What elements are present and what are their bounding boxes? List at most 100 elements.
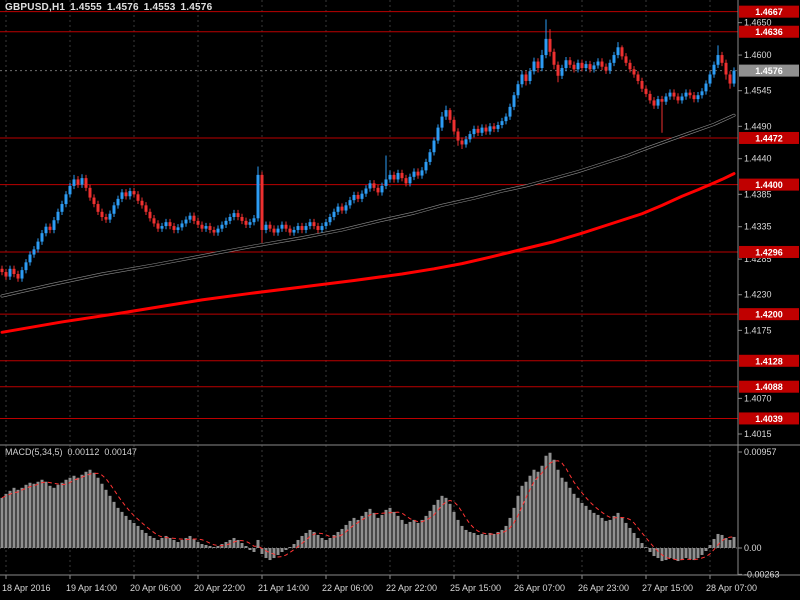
candle-body — [8, 268, 12, 277]
candle-body — [316, 226, 320, 230]
candle-body — [652, 100, 656, 106]
candle-body — [80, 178, 84, 185]
time-axis-label: 26 Apr 23:00 — [578, 583, 629, 593]
candle-body — [476, 128, 480, 133]
candle-body — [688, 92, 692, 96]
candle-body — [84, 178, 88, 188]
candle-body — [180, 223, 184, 228]
candle-body — [432, 140, 436, 153]
candle-body — [468, 134, 472, 140]
level-price-label: 1.4667 — [755, 7, 783, 17]
candle-body — [648, 93, 652, 101]
candle-body — [292, 229, 296, 233]
candle-body — [276, 228, 280, 233]
time-axis: 18 Apr 2016 19 Apr 14:00 20 Apr 06:00 20 Ap… — [2, 575, 757, 593]
candle-body — [456, 131, 460, 141]
candle-body — [672, 92, 676, 97]
level-price-label: 1.4636 — [755, 27, 783, 37]
candle-body — [624, 56, 628, 63]
candle-body — [716, 55, 720, 65]
candle-body — [668, 92, 672, 97]
candle-body — [372, 183, 376, 188]
candle-body — [228, 216, 232, 221]
candle-body — [92, 197, 96, 205]
candle-body — [392, 174, 396, 180]
candle-body — [704, 83, 708, 92]
candle-body — [172, 226, 176, 230]
price-axis-label: 1.4385 — [744, 189, 772, 199]
level-price-label: 1.4400 — [755, 180, 783, 190]
candle-body — [296, 226, 300, 230]
candle-body — [284, 224, 288, 229]
level-price-labels: 1.4667 1.4636 1.4472 1.4400 1.4296 1.4200 1.41… — [739, 5, 799, 425]
candle-body — [144, 205, 148, 212]
price-axis-label: 1.4600 — [744, 50, 772, 60]
candle-body — [464, 139, 468, 145]
candle-body — [272, 228, 276, 233]
candle-body — [588, 64, 592, 70]
price-axis-label: 1.4230 — [744, 290, 772, 300]
candle-body — [244, 220, 248, 225]
candle-body — [308, 222, 312, 227]
level-price-label: 1.4200 — [755, 310, 783, 320]
candle-body — [160, 226, 164, 229]
candle-body — [504, 116, 508, 122]
candle-body — [712, 64, 716, 75]
price-axis-label: 1.4490 — [744, 121, 772, 131]
candles-layer[interactable] — [0, 19, 736, 282]
candle-body — [660, 99, 664, 102]
candle-body — [616, 47, 620, 56]
level-price-badge — [739, 412, 799, 425]
level-price-badge — [739, 131, 799, 144]
candle-body — [420, 170, 424, 176]
candle-body — [320, 226, 324, 230]
candle-body — [592, 65, 596, 70]
candle-body — [492, 126, 496, 129]
ohlc-high: 1.4576 — [106, 2, 139, 13]
candle-body — [664, 96, 668, 102]
macd-histogram — [0, 452, 736, 562]
price-axis-label: 1.4545 — [744, 86, 772, 96]
candle-body — [544, 38, 548, 56]
candle-body — [400, 172, 404, 179]
candle-body — [656, 99, 660, 106]
candle-body — [260, 174, 264, 230]
candle-body — [508, 106, 512, 117]
time-axis-label: 21 Apr 14:00 — [258, 583, 309, 593]
candle-body — [376, 187, 380, 193]
candle-body — [556, 64, 560, 76]
candle-body — [300, 226, 304, 230]
current-price-badge — [739, 64, 799, 77]
candle-body — [412, 171, 416, 177]
candle-body — [16, 273, 20, 279]
macd-axis-label: 0.00 — [744, 543, 762, 553]
candle-body — [4, 272, 8, 277]
panel-borders — [0, 0, 800, 576]
candle-body — [52, 220, 56, 230]
level-price-badge — [739, 380, 799, 393]
candle-body — [584, 64, 588, 69]
time-axis-label: 18 Apr 2016 — [2, 583, 51, 593]
candle-body — [232, 213, 236, 217]
candle-body — [568, 60, 572, 65]
candle-body — [112, 205, 116, 214]
current-price-label: 1.4576 — [739, 64, 799, 77]
time-axis-label: 20 Apr 06:00 — [130, 583, 181, 593]
macd-signal-line — [1, 460, 735, 561]
candle-body — [212, 229, 216, 233]
candle-body — [332, 211, 336, 217]
candle-body — [312, 222, 316, 227]
level-price-badge — [739, 245, 799, 258]
level-lines-layer — [0, 11, 738, 419]
candle-body — [216, 228, 220, 233]
candle-body — [236, 213, 240, 217]
level-price-badge — [739, 178, 799, 191]
candle-body — [336, 206, 340, 212]
time-axis-label: 25 Apr 15:00 — [450, 583, 501, 593]
candle-body — [436, 127, 440, 141]
candle-body — [108, 213, 112, 220]
candle-body — [676, 96, 680, 101]
macd-main-value: 0.00112 — [67, 447, 100, 457]
